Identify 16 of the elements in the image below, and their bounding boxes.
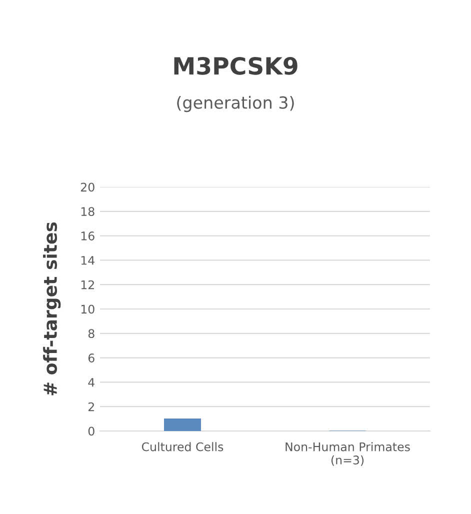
x-tick-label: Cultured Cells bbox=[142, 442, 224, 452]
y-tick-label: 8 bbox=[88, 329, 94, 338]
chart-subtitle: (generation 3) bbox=[177, 96, 294, 112]
y-tick-label: 18 bbox=[81, 207, 94, 216]
x-tick-label: Non-Human Primates (n=3) bbox=[286, 442, 410, 466]
y-tick-label: 0 bbox=[88, 426, 94, 436]
y-tick-label: 6 bbox=[88, 354, 94, 362]
y-tick-label: 2 bbox=[88, 402, 94, 412]
y-tick-label: 20 bbox=[80, 182, 94, 192]
y-tick-label: 12 bbox=[81, 280, 94, 290]
y-tick-label: 4 bbox=[88, 378, 94, 387]
y-tick-label: 14 bbox=[81, 256, 94, 265]
chart-title: M3PCSK9 bbox=[174, 56, 298, 75]
y-tick-label: 16 bbox=[81, 232, 94, 240]
y-axis-title: # off-target sites bbox=[43, 222, 61, 396]
y-tick-label: 10 bbox=[81, 304, 94, 314]
